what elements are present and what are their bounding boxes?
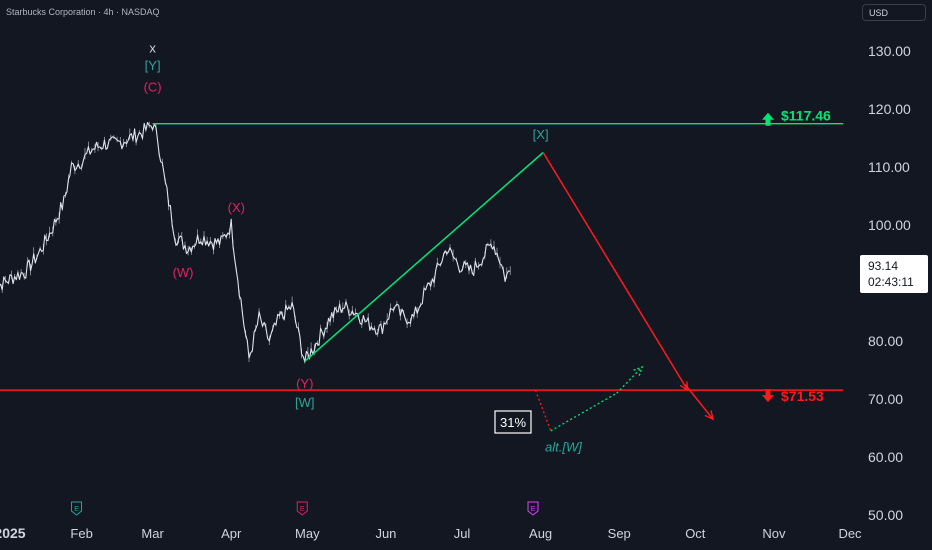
- x-tick-label: 2025: [0, 525, 26, 541]
- wave-label-9: alt.[W]: [545, 440, 582, 455]
- wave-projections: [304, 151, 715, 432]
- wave-annotations: x [Y] (C) (X) (W) (Y) [W] [X] alt.[W]: [144, 41, 583, 455]
- projection-arrowhead-2: [679, 381, 689, 392]
- y-tick-label: 110.00: [868, 159, 910, 175]
- probability-label: 31%: [500, 415, 526, 430]
- earnings-marker-label: E: [74, 506, 79, 513]
- level-lines: $117.46 $71.53: [0, 107, 843, 404]
- projection-line-5: [550, 392, 618, 432]
- projection-line-1: [304, 151, 544, 362]
- x-tick-label: Feb: [70, 526, 92, 541]
- y-tick-label: 120.00: [868, 101, 911, 117]
- wave-label-3: (C): [144, 80, 162, 95]
- x-tick-label: Oct: [685, 526, 706, 541]
- x-tick-label: Aug: [529, 526, 552, 541]
- level-label-1: $117.46: [781, 107, 831, 123]
- x-tick-label: Sep: [608, 526, 631, 541]
- price-layer: [0, 121, 511, 364]
- wave-label-6: (Y): [296, 376, 313, 391]
- wave-label-7: [W]: [295, 395, 315, 410]
- y-tick-label: 70.00: [868, 391, 903, 407]
- y-tick-label: 80.00: [868, 333, 903, 349]
- earnings-marker-icon: [527, 501, 539, 516]
- y-axis[interactable]: 130.00120.00110.00100.0090.0080.0070.006…: [868, 43, 911, 523]
- y-tick-label: 50.00: [868, 507, 903, 523]
- chart-title: Starbucks Corporation · 4h · NASDAQ: [6, 7, 160, 17]
- price-wicks: [1, 121, 511, 364]
- x-tick-label: Apr: [221, 526, 242, 541]
- x-tick-label: May: [295, 526, 320, 541]
- wave-label-1: x: [149, 41, 156, 56]
- last-price-label: 93.14 02:43:11: [860, 255, 928, 293]
- probability-box-border: [494, 410, 532, 434]
- wave-label-8: [X]: [533, 127, 549, 142]
- projection-arrowhead-3: [704, 410, 715, 421]
- projection-line-2: [542, 152, 689, 391]
- x-tick-label: Dec: [838, 526, 862, 541]
- last-price-value: 93.14: [868, 259, 899, 273]
- x-tick-label: Jun: [375, 526, 396, 541]
- wave-label-5: (W): [173, 265, 194, 280]
- x-tick-label: Nov: [762, 526, 786, 541]
- earnings-marker-icon: [71, 501, 83, 516]
- wave-label-4: (X): [228, 200, 245, 215]
- x-tick-label: Mar: [141, 526, 164, 541]
- projection-line-6: [616, 366, 643, 394]
- probability-box: 31%: [494, 410, 532, 434]
- level-arrow-up-icon: [762, 112, 774, 126]
- bar-countdown: 02:43:11: [868, 275, 914, 289]
- earnings-marker-label: E: [531, 506, 536, 513]
- level-arrow-down-icon: [762, 389, 774, 403]
- y-tick-label: 100.00: [868, 217, 911, 233]
- level-label-2: $71.53: [781, 388, 824, 404]
- earnings-marker-label: E: [300, 506, 305, 513]
- projection-line-3: [684, 384, 714, 420]
- projection-line-4: [534, 390, 552, 432]
- price-series-line: [0, 121, 511, 363]
- y-tick-label: 130.00: [868, 43, 911, 59]
- currency-selector[interactable]: USD: [862, 4, 926, 21]
- earnings-marker-icon: [296, 501, 308, 516]
- wave-label-2: [Y]: [145, 58, 161, 73]
- y-tick-label: 60.00: [868, 449, 903, 465]
- x-axis[interactable]: 2025 Feb Mar Apr May Jun Jul Aug Sep Oct Nov Dec: [0, 525, 862, 541]
- projection-arrowhead-6: [633, 365, 644, 376]
- x-tick-label: Jul: [454, 526, 471, 541]
